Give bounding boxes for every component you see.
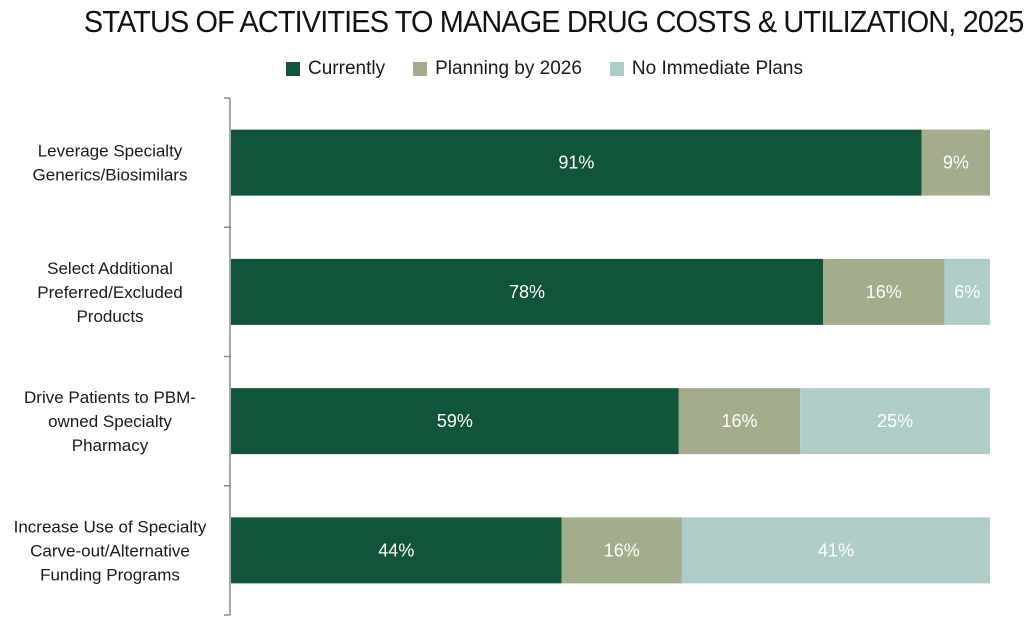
legend-item-no-plans: No Immediate Plans — [609, 58, 803, 80]
category-label-line: Select Additional — [47, 259, 173, 278]
data-label: 16% — [722, 411, 758, 431]
data-label: 59% — [437, 411, 473, 431]
bar-segment-currently — [231, 258, 824, 325]
legend-swatch-currently — [286, 62, 300, 76]
category-label-line: Generics/Biosimilars — [33, 166, 188, 185]
category-label-line: Pharmacy — [72, 436, 149, 455]
bar-segment-no-immediate-plans — [944, 258, 990, 325]
data-label: 91% — [558, 153, 594, 173]
bar-segment-no-immediate-plans — [800, 388, 990, 455]
category-label-line: Increase Use of Specialty — [14, 517, 207, 536]
data-label: 6% — [954, 282, 980, 302]
category-label-line: Carve-out/Alternative — [30, 541, 190, 560]
data-label: 78% — [509, 282, 545, 302]
category-label-line: Drive Patients to PBM- — [24, 388, 196, 407]
legend-swatch-no-plans — [609, 62, 624, 76]
bar-segment-planning-by-2026 — [823, 258, 945, 325]
bar-segment-currently — [231, 517, 562, 584]
data-label: 25% — [877, 411, 913, 431]
category-label-line: Leverage Specialty — [38, 142, 183, 161]
category-label-line: Preferred/Excluded — [37, 283, 183, 302]
category-label: Increase Use of Specialty Carve-out/Alter… — [14, 517, 207, 584]
legend-item-planning: Planning by 2026 — [413, 58, 582, 80]
bar-segment-currently — [231, 129, 922, 196]
legend-label: Currently — [308, 58, 386, 79]
bar-segment-planning-by-2026 — [561, 517, 682, 584]
data-label: 16% — [866, 282, 902, 302]
legend-swatch-planning — [413, 62, 428, 76]
data-label: 9% — [943, 153, 969, 173]
data-label: 41% — [818, 540, 854, 560]
legend: Currently Planning by 2026 No Immediate … — [0, 58, 1029, 80]
category-label: Drive Patients to PBM-owned Specialty Pha… — [24, 388, 196, 455]
bar-segment-planning-by-2026 — [678, 388, 801, 455]
category-label: Leverage Specialty Generics/Biosimilars — [33, 142, 188, 185]
bar-segment-planning-by-2026 — [921, 129, 990, 196]
legend-item-currently: Currently — [286, 58, 385, 80]
bar-segment-currently — [231, 388, 679, 455]
category-label: Select Additional Preferred/Excluded Produ… — [37, 259, 183, 326]
category-label-line: owned Specialty — [48, 412, 172, 431]
data-label: 16% — [604, 540, 640, 560]
category-label-line: Products — [76, 307, 143, 326]
legend-label: Planning by 2026 — [435, 58, 582, 79]
legend-label: No Immediate Plans — [631, 58, 803, 79]
chart-title: STATUS OF ACTIVITIES TO MANAGE DRUG COST… — [83, 4, 1024, 39]
data-label: 44% — [378, 540, 414, 560]
bar-segment-no-immediate-plans — [681, 517, 990, 584]
category-label-line: Funding Programs — [40, 565, 180, 584]
